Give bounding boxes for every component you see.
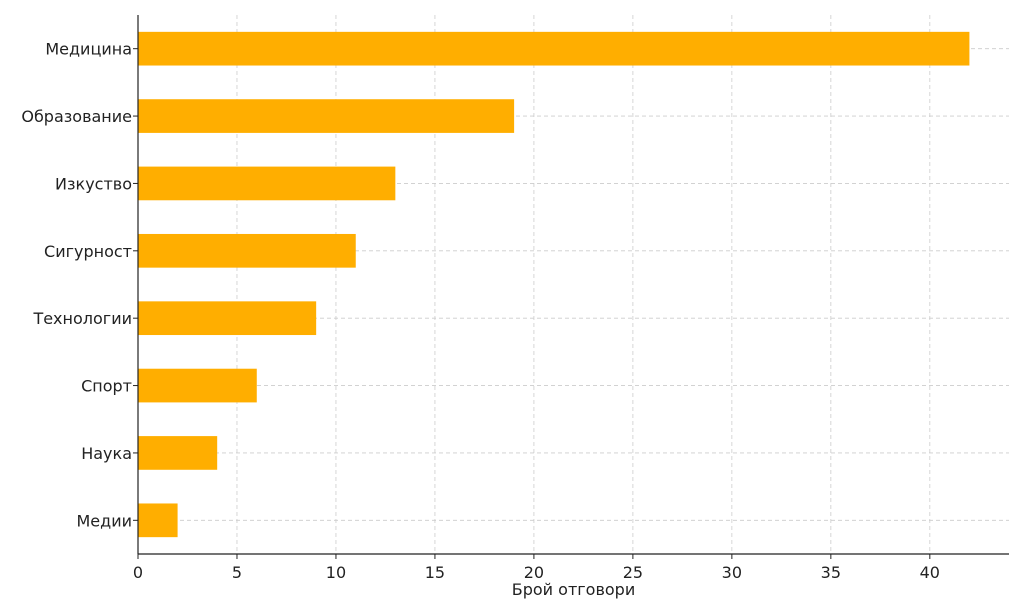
bar [138,436,218,470]
bar [138,368,257,403]
x-tick-label: 40 [920,563,940,582]
y-tick-label: Наука [81,444,132,463]
x-axis-ticks: 0 5 10 15 20 25 30 35 40 [133,554,940,582]
x-tick-label: 15 [425,563,445,582]
x-tick-label: 10 [326,563,346,582]
bar [138,166,396,201]
x-tick-label: 0 [133,563,143,582]
y-tick-label: Технологии [32,309,132,328]
y-tick-label: Образование [21,107,132,126]
axes [137,15,1009,555]
x-tick-label: 30 [722,563,742,582]
y-tick-label: Медии [76,511,132,530]
x-axis-title: Брой отговори [512,580,635,599]
x-tick-label: 20 [524,563,544,582]
x-tick-label: 35 [821,563,841,582]
y-axis-ticks: Медицина Образование Изкуство Сигурност Техн… [21,40,138,530]
x-tick-label: 5 [232,563,242,582]
y-tick-label: Медицина [45,40,132,59]
bar [138,301,317,336]
grid-lines [138,15,1009,554]
bar [138,31,970,66]
bar-series [138,31,970,538]
bar [138,503,178,538]
x-tick-label: 25 [623,563,643,582]
y-tick-label: Спорт [81,377,132,396]
y-tick-label: Сигурност [44,242,132,261]
bar [138,233,356,268]
bar [138,99,515,133]
y-tick-label: Изкуство [55,174,132,193]
